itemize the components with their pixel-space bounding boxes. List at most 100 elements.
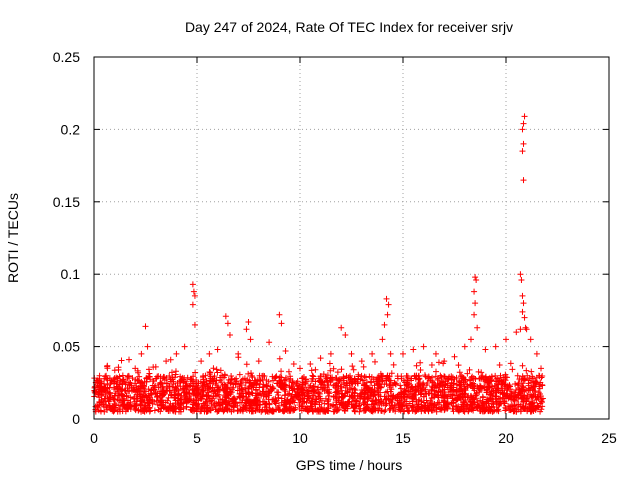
data-point (127, 394, 134, 401)
data-point (338, 324, 345, 331)
data-point (345, 374, 352, 381)
data-point (450, 408, 457, 415)
data-point (497, 372, 504, 379)
data-point (477, 385, 484, 392)
data-point (387, 350, 394, 357)
data-point (364, 396, 371, 403)
data-point (488, 397, 495, 404)
data-point (471, 288, 478, 295)
data-point (387, 406, 394, 413)
data-point (394, 392, 401, 399)
data-point (520, 140, 527, 147)
data-point (358, 358, 365, 365)
data-point (512, 380, 519, 387)
data-point (245, 400, 252, 407)
x-tick-label: 10 (292, 430, 308, 446)
data-point (105, 397, 112, 404)
data-point (243, 326, 250, 333)
data-point (330, 408, 337, 415)
data-point (346, 393, 353, 400)
data-point (517, 326, 524, 333)
data-point (297, 386, 304, 393)
data-point (307, 360, 314, 367)
data-point (326, 360, 333, 367)
data-point (200, 378, 207, 385)
data-point (338, 383, 345, 390)
data-point (117, 398, 124, 405)
data-point (128, 382, 135, 389)
data-point (119, 372, 126, 379)
data-point (412, 392, 419, 399)
data-point (203, 392, 210, 399)
data-point (193, 405, 200, 412)
data-point (348, 380, 355, 387)
data-point (131, 405, 138, 412)
data-point (174, 395, 181, 402)
data-point (330, 393, 337, 400)
data-point (385, 393, 392, 400)
data-point (278, 395, 285, 402)
data-point (395, 400, 402, 407)
data-point (246, 391, 253, 398)
data-point (234, 408, 241, 415)
data-point (518, 380, 525, 387)
data-point (198, 396, 205, 403)
data-point (315, 375, 322, 382)
data-point (194, 391, 201, 398)
data-point (140, 385, 147, 392)
data-point (102, 395, 109, 402)
data-point (186, 382, 193, 389)
data-point (513, 394, 520, 401)
data-point (151, 386, 158, 393)
data-point (166, 373, 173, 380)
data-point (499, 390, 506, 397)
data-point (281, 408, 288, 415)
data-point (531, 383, 538, 390)
data-point (243, 361, 250, 368)
data-point (188, 376, 195, 383)
data-point (340, 402, 347, 409)
data-point (277, 383, 284, 390)
data-point (122, 387, 129, 394)
data-point (138, 350, 145, 357)
data-point (495, 381, 502, 388)
data-point (432, 373, 439, 380)
data-point (148, 390, 155, 397)
data-point (490, 401, 497, 408)
data-point (381, 321, 388, 328)
data-point (333, 397, 340, 404)
data-point (417, 367, 424, 374)
data-point (222, 313, 229, 320)
data-point (403, 405, 410, 412)
data-point (519, 373, 526, 380)
data-point (156, 390, 163, 397)
data-point (493, 395, 500, 402)
data-point (428, 362, 435, 369)
data-point (411, 372, 418, 379)
data-point (501, 374, 508, 381)
data-point (519, 126, 526, 133)
data-point (189, 386, 196, 393)
data-point (392, 381, 399, 388)
data-point (169, 402, 176, 409)
data-point (448, 377, 455, 383)
data-point (266, 388, 273, 395)
data-point (188, 407, 195, 414)
data-point (219, 372, 226, 379)
data-point (487, 407, 494, 414)
data-point (282, 406, 289, 413)
data-point (492, 387, 499, 394)
data-point (205, 389, 212, 396)
data-point (230, 403, 237, 410)
data-point (336, 401, 343, 408)
data-point (519, 383, 526, 390)
data-point (527, 336, 534, 343)
data-point (370, 388, 377, 395)
data-point (190, 288, 197, 295)
data-point (513, 408, 520, 415)
data-point (294, 388, 301, 395)
data-point (514, 372, 521, 379)
data-point (118, 357, 125, 364)
data-point (132, 407, 139, 414)
data-point (428, 390, 435, 397)
